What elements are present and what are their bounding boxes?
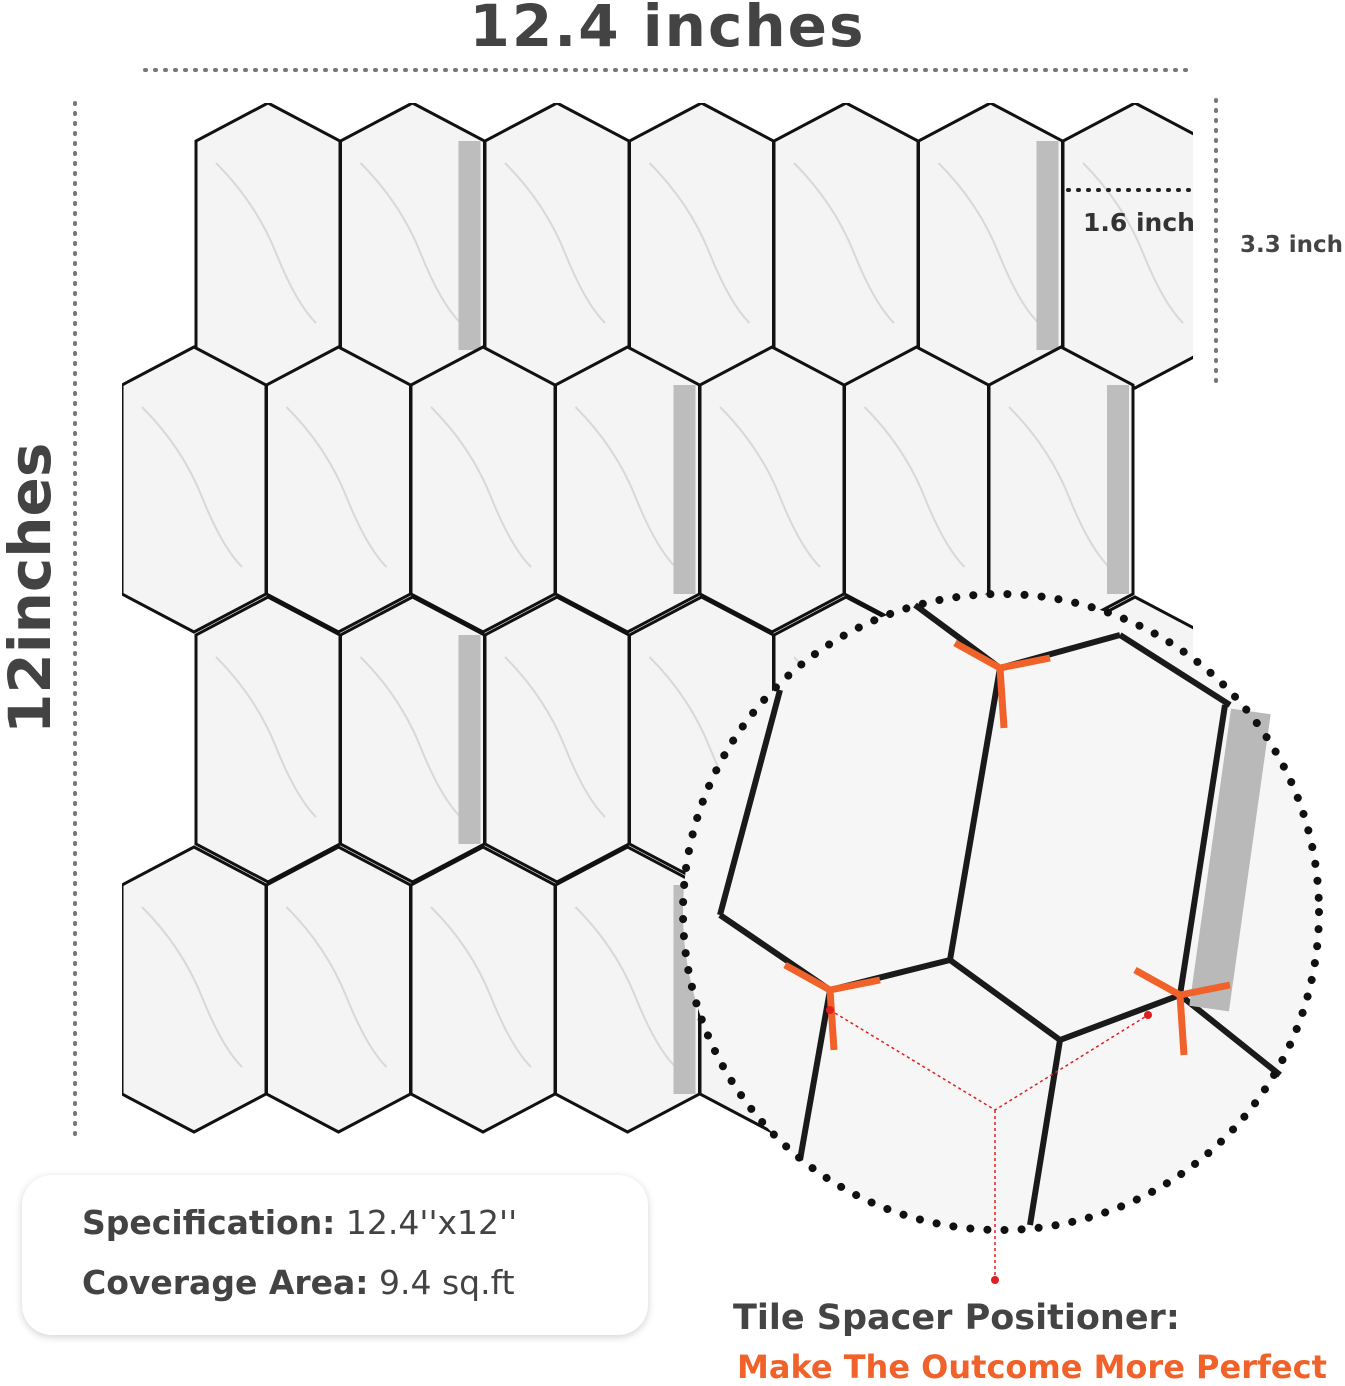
magnified-grout-line [948, 957, 1062, 1043]
marble-vein [141, 406, 243, 568]
specification-box: Specification: 12.4''x12'' Coverage Area… [22, 1175, 648, 1335]
marble-vein [937, 162, 1040, 324]
marble-vein [215, 162, 317, 324]
marble-vein [1082, 162, 1184, 324]
coverage-row: Coverage Area: 9.4 sq.ft [82, 1263, 515, 1302]
marble-vein [574, 906, 677, 1068]
hexagon-tile [483, 101, 631, 390]
marble-vein [141, 906, 243, 1068]
magnifier-dotted-border [679, 590, 1323, 1234]
marble-vein [574, 406, 677, 568]
tile-width-label: 1.6 inch [1083, 208, 1195, 237]
marble-vein [215, 656, 317, 818]
callout-title: Tile Spacer Positioner: [733, 1298, 1180, 1338]
hexagon-tile [772, 101, 920, 390]
marble-vein [863, 406, 966, 568]
marble-vein [285, 906, 388, 1068]
magnified-metal-strip [1189, 708, 1271, 1012]
marble-vein [430, 906, 532, 1068]
leader-dot [826, 1006, 834, 1014]
hexagon-tile [843, 345, 990, 634]
hexagon-tile [698, 345, 846, 634]
hexagon-tile [120, 345, 268, 634]
metal-strip [458, 635, 481, 844]
hexagon-tile [409, 845, 557, 1134]
tile-spacer-positioner [953, 639, 1051, 729]
metal-strip [673, 385, 696, 594]
callout-subtitle: Make The Outcome More Perfect [737, 1348, 1327, 1386]
tile-spacer-positioner [783, 961, 881, 1051]
magnified-grout-line [1177, 704, 1228, 996]
specification-value: 12.4''x12'' [345, 1203, 518, 1242]
hexagon-tile [628, 101, 775, 390]
marble-vein [793, 162, 895, 324]
marble-vein [719, 406, 821, 568]
callout-leader-line [829, 1009, 1149, 1280]
marble-vein [1008, 406, 1110, 568]
hexagon-tile [120, 845, 268, 1134]
marble-vein [504, 162, 606, 324]
hexagon-tile [409, 345, 557, 634]
coverage-value: 9.4 sq.ft [378, 1263, 515, 1302]
width-dimension-label: 12.4 inches [469, 0, 866, 60]
magnifier-fill [683, 594, 1319, 1230]
marble-vein [430, 406, 532, 568]
hexagon-tile [194, 101, 342, 390]
hexagon-tile [1061, 101, 1209, 390]
height-dimension-label: 12inches [0, 442, 64, 734]
marble-vein [504, 656, 606, 818]
magnified-grout-line [947, 667, 1003, 961]
marble-vein [359, 656, 462, 818]
magnified-grout-line [797, 989, 833, 1161]
marble-vein [359, 162, 462, 324]
metal-strip [458, 141, 481, 350]
metal-strip [1107, 385, 1129, 594]
hexagon-tile [194, 595, 342, 884]
leader-dot [1144, 1011, 1152, 1019]
hexagon-tile [483, 595, 631, 884]
hexagon-tile [265, 345, 412, 634]
marble-vein [648, 162, 751, 324]
specification-key: Specification: [82, 1203, 336, 1242]
magnified-grout-line [1058, 992, 1182, 1043]
tile-spacer-positioner [1133, 966, 1231, 1056]
magnified-grout-line [1178, 992, 1282, 1078]
specification-row: Specification: 12.4''x12'' [82, 1203, 517, 1242]
magnified-grout-line [717, 689, 783, 916]
tile-height-label: 3.3 inch [1240, 232, 1344, 258]
hexagon-tile [265, 845, 412, 1134]
magnified-grout-line [1118, 632, 1232, 708]
metal-strip [1036, 141, 1059, 350]
leader-dot [991, 1276, 999, 1284]
marble-vein [285, 406, 388, 568]
coverage-key: Coverage Area: [82, 1263, 369, 1302]
magnified-grout-line [1027, 1039, 1063, 1226]
